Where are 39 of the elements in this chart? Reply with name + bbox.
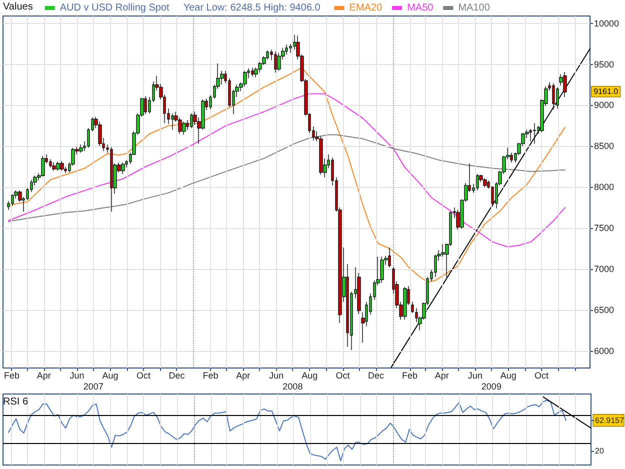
x-tick-label: Feb [4,370,20,380]
y-tick-label: 10000 [594,18,620,28]
x2-tick-label: 2009 [481,382,502,392]
y-tick-label: 20 [595,446,604,456]
x-tick-label: Dec [368,370,384,380]
x-tick-label: Feb [202,370,218,380]
y-tick-label: 9000 [594,100,614,110]
x-tick-label: Apr [36,370,51,380]
x2-tick-label: 2007 [83,382,104,392]
x-tick-label: Oct [136,370,151,380]
x-tick-label: Dec [168,370,186,380]
y-tick-label: 7500 [594,223,614,234]
x-tick-label: Oct [534,370,550,380]
x-tick-label: Feb [402,370,418,380]
text: 9161.0 [594,87,618,96]
legend-label: EMA20 [349,2,383,14]
chart-title: RSI 6 [3,396,28,408]
y-tick-label: 8000 [594,182,614,192]
y-tick-label: 9500 [594,59,614,70]
chart-title: Values [3,2,33,12]
y-tick-label: 6500 [594,304,614,315]
legend-label: MA100 [458,2,490,14]
x-tick-label: Aug [302,370,318,380]
x-tick-label: Jun [468,370,482,380]
y-tick-label: 6000 [594,346,614,356]
text: Year Low: 6248.5 High: 9406.0 [183,2,321,14]
legend-label: MA50 [407,2,434,14]
y-tick-label: 7000 [594,264,614,274]
x-tick-label: Aug [102,370,118,380]
x-tick-label: Jun [269,370,284,380]
x-tick-label: Apr [236,370,250,380]
x2-tick-label: 2008 [282,382,303,392]
x-tick-label: Aug [500,370,516,380]
x-tick-label: Jun [70,370,84,380]
y-tick-label: 62.9157 [595,416,624,425]
x-tick-label: Oct [336,370,350,380]
y-tick-label: 8500 [594,141,614,152]
legend-label: AUD v USD Rolling Spot [60,2,170,14]
x-tick-label: Apr [434,370,449,380]
